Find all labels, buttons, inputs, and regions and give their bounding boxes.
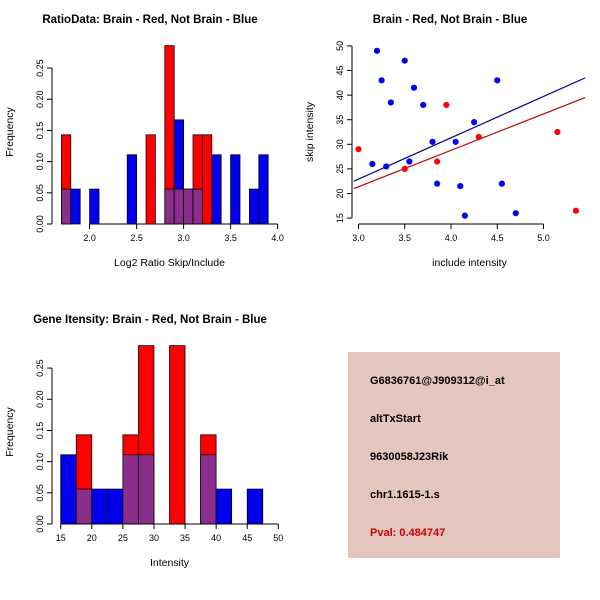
svg-text:20: 20 [87,533,97,543]
svg-text:0.10: 0.10 [35,153,45,171]
gene-info-panel: G6836761@J909312@i_at altTxStart 9630058… [300,300,600,600]
svg-text:40: 40 [335,90,345,100]
svg-text:45: 45 [242,533,252,543]
svg-text:50: 50 [335,41,345,51]
svg-text:Frequency: Frequency [4,406,16,456]
ratio-histogram-title: RatioData: Brain - Red, Not Brain - Blue [42,14,258,26]
svg-text:50: 50 [273,533,283,543]
svg-text:0.00: 0.00 [35,215,45,233]
svg-text:0.25: 0.25 [35,359,45,377]
gene-symbol-text: 9630058J23Rik [370,451,449,463]
gene-info-box: G6836761@J909312@i_at altTxStart 9630058… [348,352,560,558]
svg-text:0.05: 0.05 [35,484,45,502]
svg-text:0.15: 0.15 [35,122,45,140]
intensity-scatter-chart: 3.0 3.5 4.0 4.5 5.0 15 20 25 30 35 40 45 50 include i… [304,41,586,269]
svg-text:2.5: 2.5 [130,233,143,243]
probe-id-text: G6836761@J909312@i_at [370,375,505,387]
gene-intensity-histogram-panel: Gene Itensity: Brain - Red, Not Brain - … [0,300,300,600]
svg-text:40: 40 [211,533,221,543]
svg-text:15: 15 [335,213,345,223]
svg-text:3.0: 3.0 [352,233,365,243]
svg-text:35: 35 [335,115,345,125]
svg-text:2.0: 2.0 [83,233,96,243]
svg-text:Intensity: Intensity [150,557,190,569]
svg-text:5.0: 5.0 [537,233,550,243]
svg-text:skip intensity: skip intensity [304,101,316,162]
svg-text:20: 20 [335,188,345,198]
ratio-histogram-chart: 2.0 2.5 3.0 3.5 4.0 0.00 0.05 0.10 0.15 0.20 0.25 L… [4,45,284,269]
ratio-histogram-panel: RatioData: Brain - Red, Not Brain - Blue… [0,0,300,300]
svg-text:0.20: 0.20 [35,390,45,408]
svg-text:35: 35 [180,533,190,543]
pval-text: Pval: 0.484747 [370,527,446,539]
event-type-text: altTxStart [370,413,421,425]
svg-text:4.0: 4.0 [445,233,458,243]
svg-text:0.05: 0.05 [35,184,45,202]
locus-text: chr1.1615-1.s [370,489,440,501]
svg-text:25: 25 [335,164,345,174]
svg-text:3.5: 3.5 [224,233,237,243]
svg-text:Log2 Ratio Skip/Include: Log2 Ratio Skip/Include [114,257,225,269]
svg-text:45: 45 [335,65,345,75]
svg-text:30: 30 [335,139,345,149]
svg-text:0.20: 0.20 [35,90,45,108]
svg-text:25: 25 [118,533,128,543]
svg-text:15: 15 [56,533,66,543]
svg-text:3.5: 3.5 [398,233,411,243]
svg-text:0.00: 0.00 [35,515,45,533]
svg-text:4.0: 4.0 [271,233,284,243]
svg-text:Frequency: Frequency [4,106,16,156]
intensity-scatter-panel: Brain - Red, Not Brain - Blue 3.0 3.5 4.0 4… [300,0,600,300]
gene-intensity-histogram-chart: 15 20 25 30 35 40 45 50 0.00 0.05 0.10 0.15 0.20 0.25… [4,345,283,569]
svg-text:30: 30 [149,533,159,543]
svg-text:0.10: 0.10 [35,453,45,471]
svg-text:0.15: 0.15 [35,422,45,440]
svg-text:include intensity: include intensity [432,257,507,269]
intensity-scatter-title: Brain - Red, Not Brain - Blue [372,14,528,26]
gene-intensity-histogram-title: Gene Itensity: Brain - Red, Not Brain - … [33,314,267,326]
svg-text:0.25: 0.25 [35,59,45,77]
svg-text:3.0: 3.0 [177,233,190,243]
svg-text:4.5: 4.5 [491,233,504,243]
